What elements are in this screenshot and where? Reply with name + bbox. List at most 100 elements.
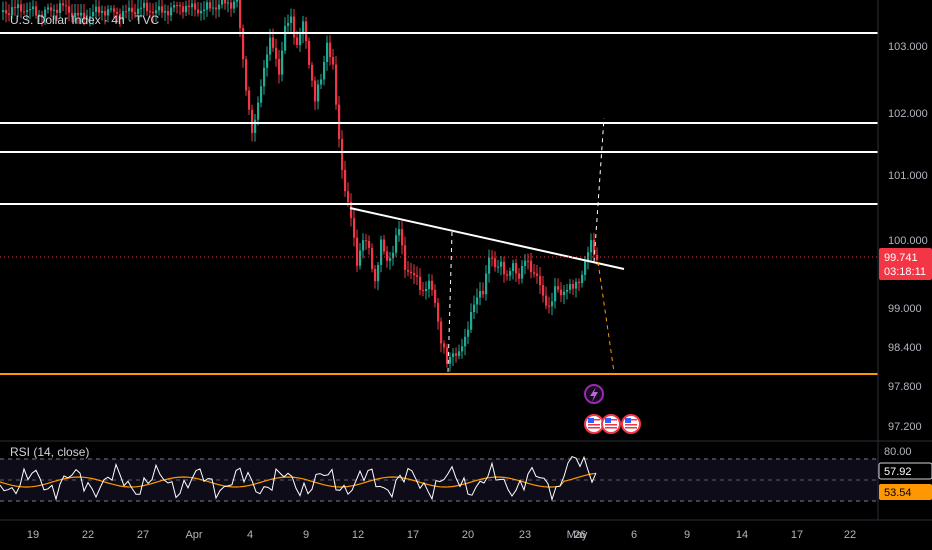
time-tick-label: 22 [82, 529, 94, 541]
candle-body [290, 16, 293, 23]
candle-body [278, 58, 281, 75]
drawings[interactable] [349, 117, 625, 373]
candle-body [458, 351, 461, 356]
candlestick-series [2, 0, 599, 372]
candle-body [548, 305, 551, 307]
candle-body [482, 291, 485, 295]
candle-body [383, 239, 386, 252]
candle-body [263, 67, 266, 87]
candle-body [386, 251, 389, 261]
candle-body [200, 10, 203, 14]
candle-body [83, 12, 86, 20]
candle-body [596, 254, 599, 260]
us-flag-icon[interactable] [601, 414, 621, 434]
candle-body [128, 7, 131, 12]
candle-body [56, 9, 59, 13]
price-tick-label: 98.400 [888, 342, 922, 354]
projection-down-line[interactable] [597, 261, 615, 373]
candle-body [560, 289, 563, 296]
candle-body [308, 41, 311, 65]
candle-body [170, 7, 173, 16]
candle-body [164, 10, 167, 13]
candle-body [188, 5, 191, 8]
lightning-icon[interactable] [584, 384, 604, 404]
candle-body [212, 7, 215, 9]
candle-body [116, 11, 119, 14]
candle-body [194, 3, 197, 10]
candle-body [452, 353, 455, 357]
candle-body [578, 281, 581, 284]
candle-body [254, 119, 257, 133]
price-axis[interactable]: 103.000 102.000 101.000 100.000 99.000 98.400… [877, 0, 928, 520]
candle-body [233, 1, 236, 9]
time-tick-label: 6 [631, 529, 637, 541]
candle-body [95, 6, 98, 12]
candle-body [491, 257, 494, 259]
candle-body [359, 250, 362, 266]
us-flag-icon[interactable] [584, 414, 604, 434]
candle-body [248, 90, 251, 110]
candle-body [155, 10, 158, 14]
candle-body [77, 12, 80, 16]
candle-body [395, 235, 398, 253]
price-tick-label: 103.000 [888, 41, 928, 53]
candle-body [545, 295, 548, 306]
candle-body [503, 261, 506, 275]
candle-body [392, 252, 395, 259]
candle-body [437, 302, 440, 322]
candle-body [380, 239, 383, 265]
rsi-ma-badge: 53.54 [879, 484, 932, 500]
candle-body [119, 13, 122, 20]
time-tick-label: 4 [247, 529, 253, 541]
candle-body [443, 343, 446, 348]
time-tick-label: 14 [736, 529, 748, 541]
candle-body [179, 5, 182, 7]
candle-body [287, 22, 290, 26]
rsi-ma-value: 53.54 [884, 487, 912, 499]
candle-body [314, 80, 317, 102]
candle-body [377, 264, 380, 282]
candle-body [563, 291, 566, 296]
candle-body [137, 8, 140, 15]
candle-body [218, 4, 221, 10]
candle-body [518, 273, 521, 279]
rsi-value: 57.92 [884, 466, 912, 478]
candle-body [65, 5, 68, 7]
candle-body [224, 0, 227, 4]
candle-body [302, 21, 305, 34]
candle-body [365, 240, 368, 242]
candle-body [410, 271, 413, 274]
trendline[interactable] [349, 207, 625, 270]
candle-body [374, 268, 377, 282]
candle-body [20, 4, 23, 12]
chart-title: U.S. Dollar Index · 4h · TVC [10, 13, 159, 27]
candle-body [122, 11, 125, 20]
time-tick-label: 9 [303, 529, 309, 541]
candle-body [332, 57, 335, 65]
rsi-pane: RSI (14, close) [0, 445, 878, 502]
candle-body [131, 7, 134, 13]
candle-body [464, 336, 467, 347]
event-markers[interactable] [584, 384, 641, 434]
candle-body [104, 11, 107, 16]
candle-body [428, 280, 431, 289]
candle-body [266, 54, 269, 68]
candle-body [485, 273, 488, 295]
candle-body [71, 12, 74, 18]
projection-up-line[interactable] [593, 117, 605, 263]
time-tick-label: 22 [844, 529, 856, 541]
horizontal-levels[interactable] [0, 32, 878, 375]
candle-body [44, 9, 47, 18]
candle-body [239, 0, 242, 29]
candle-body [506, 274, 509, 276]
candle-body [569, 284, 572, 290]
candle-body [101, 11, 104, 13]
candle-body [32, 6, 35, 10]
candle-body [419, 276, 422, 291]
candle-body [329, 42, 332, 58]
price-tick-label: 101.000 [888, 170, 928, 182]
us-flag-icon[interactable] [621, 414, 641, 434]
candle-body [257, 102, 260, 120]
